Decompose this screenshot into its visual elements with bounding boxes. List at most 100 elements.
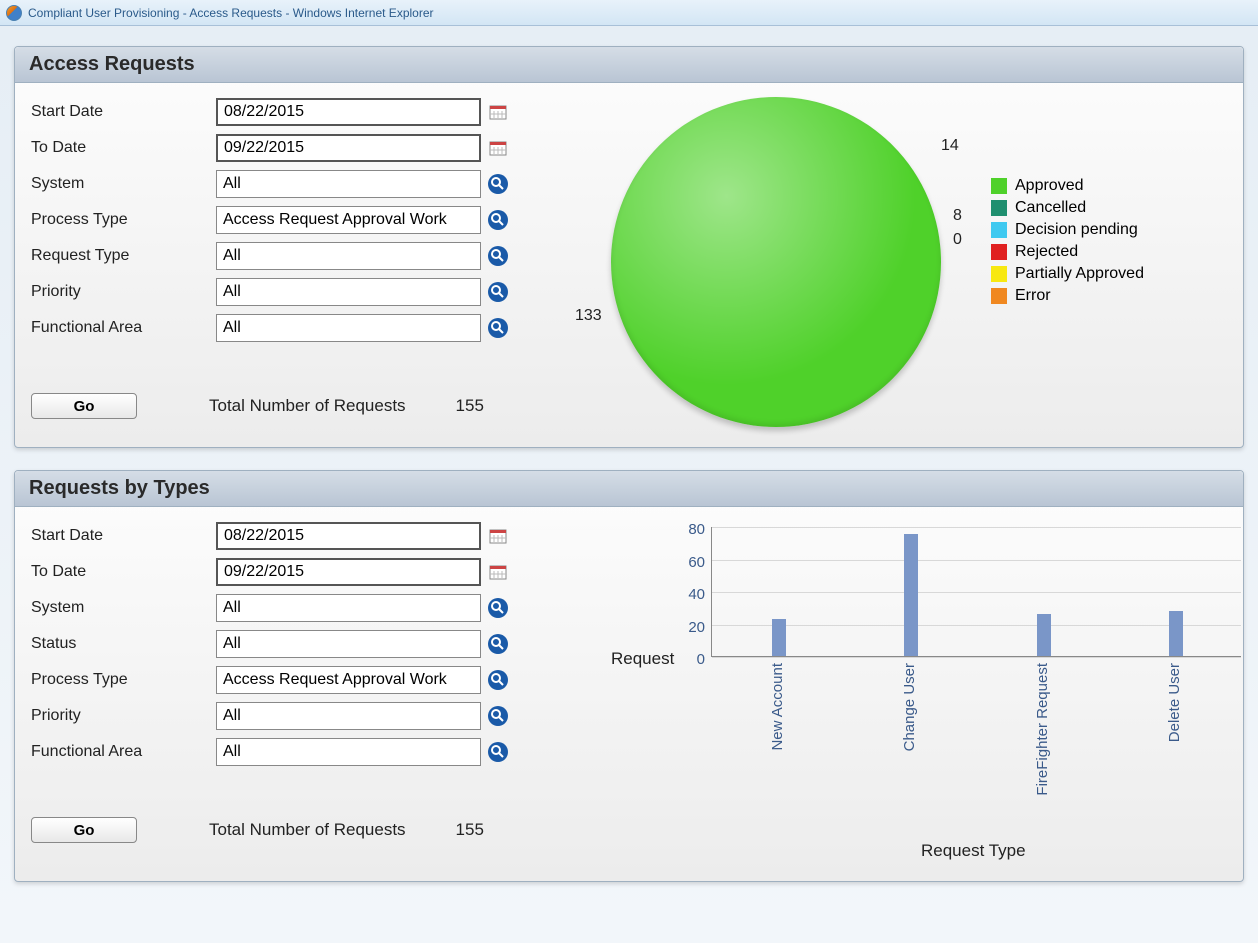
- legend-item: Cancelled: [991, 199, 1144, 217]
- x-category-label: New Account: [769, 663, 786, 751]
- calendar-icon[interactable]: [487, 137, 509, 159]
- input-process-type[interactable]: [216, 666, 481, 694]
- search-icon[interactable]: [487, 209, 509, 231]
- legend-swatch: [991, 222, 1007, 238]
- bar: [1169, 611, 1183, 657]
- bar: [772, 619, 786, 656]
- filter-form: Start Date To Date System: [31, 521, 591, 861]
- total-label: Total Number of Requests: [209, 396, 406, 416]
- input-priority[interactable]: [216, 278, 481, 306]
- label-to-date: To Date: [31, 563, 216, 581]
- input-start-date[interactable]: [216, 522, 481, 550]
- search-icon[interactable]: [487, 317, 509, 339]
- label-to-date: To Date: [31, 139, 216, 157]
- label-start-date: Start Date: [31, 527, 216, 545]
- panel-title: Requests by Types: [15, 471, 1243, 507]
- input-system[interactable]: [216, 594, 481, 622]
- label-process-type: Process Type: [31, 671, 216, 689]
- panel-title: Access Requests: [15, 47, 1243, 83]
- bar: [904, 534, 918, 656]
- input-priority[interactable]: [216, 702, 481, 730]
- input-to-date[interactable]: [216, 558, 481, 586]
- input-functional-area[interactable]: [216, 738, 481, 766]
- label-request-type: Request Type: [31, 247, 216, 265]
- legend-label: Partially Approved: [1015, 265, 1144, 283]
- input-system[interactable]: [216, 170, 481, 198]
- label-priority: Priority: [31, 707, 216, 725]
- search-icon[interactable]: [487, 633, 509, 655]
- x-category-label: Delete User: [1166, 663, 1183, 742]
- pie-chart-area: 133 14 8 0 ApprovedCancelledDecision pen…: [591, 97, 1227, 427]
- label-functional-area: Functional Area: [31, 319, 216, 337]
- go-button[interactable]: Go: [31, 817, 137, 843]
- legend-item: Decision pending: [991, 221, 1144, 239]
- label-start-date: Start Date: [31, 103, 216, 121]
- total-label: Total Number of Requests: [209, 820, 406, 840]
- legend-swatch: [991, 288, 1007, 304]
- page: Access Requests Start Date To Date: [0, 26, 1258, 943]
- legend-swatch: [991, 244, 1007, 260]
- calendar-icon[interactable]: [487, 101, 509, 123]
- y-tick: 80: [677, 521, 705, 538]
- y-tick: 0: [677, 651, 705, 668]
- panel-access-requests: Access Requests Start Date To Date: [14, 46, 1244, 448]
- label-system: System: [31, 175, 216, 193]
- window-titlebar: Compliant User Provisioning - Access Req…: [0, 0, 1258, 26]
- input-status[interactable]: [216, 630, 481, 658]
- search-icon[interactable]: [487, 245, 509, 267]
- go-button[interactable]: Go: [31, 393, 137, 419]
- legend-swatch: [991, 266, 1007, 282]
- legend-item: Error: [991, 287, 1144, 305]
- x-category-label: Change User: [901, 663, 918, 751]
- pie-chart: [611, 97, 941, 427]
- label-functional-area: Functional Area: [31, 743, 216, 761]
- search-icon[interactable]: [487, 281, 509, 303]
- input-start-date[interactable]: [216, 98, 481, 126]
- total-value: 155: [456, 820, 484, 840]
- bar-chart-area: Request Request Type 0 20 40 60 80 New Accoun…: [591, 521, 1227, 861]
- legend-item: Partially Approved: [991, 265, 1144, 283]
- bar: [1037, 614, 1051, 656]
- filter-form: Start Date To Date System: [31, 97, 591, 427]
- search-icon[interactable]: [487, 597, 509, 619]
- pie-label-14: 14: [941, 137, 959, 155]
- total-value: 155: [456, 396, 484, 416]
- panel-requests-by-types: Requests by Types Start Date To Date: [14, 470, 1244, 882]
- legend-item: Rejected: [991, 243, 1144, 261]
- y-tick: 20: [677, 619, 705, 636]
- pie-label-8: 8: [953, 207, 962, 225]
- pie-label-133: 133: [575, 307, 602, 325]
- ie-icon: [6, 5, 22, 21]
- input-to-date[interactable]: [216, 134, 481, 162]
- search-icon[interactable]: [487, 741, 509, 763]
- legend-label: Rejected: [1015, 243, 1078, 261]
- y-axis-label: Request: [611, 649, 674, 669]
- y-tick: 60: [677, 554, 705, 571]
- search-icon[interactable]: [487, 173, 509, 195]
- legend-swatch: [991, 178, 1007, 194]
- legend-label: Cancelled: [1015, 199, 1086, 217]
- x-axis-title: Request Type: [921, 841, 1026, 861]
- label-priority: Priority: [31, 283, 216, 301]
- label-system: System: [31, 599, 216, 617]
- label-process-type: Process Type: [31, 211, 216, 229]
- legend-label: Decision pending: [1015, 221, 1138, 239]
- y-tick: 40: [677, 586, 705, 603]
- legend-label: Error: [1015, 287, 1051, 305]
- input-request-type[interactable]: [216, 242, 481, 270]
- search-icon[interactable]: [487, 669, 509, 691]
- calendar-icon[interactable]: [487, 525, 509, 547]
- pie-label-0: 0: [953, 231, 962, 249]
- input-process-type[interactable]: [216, 206, 481, 234]
- x-category-label: FireFighter Request: [1034, 663, 1051, 796]
- calendar-icon[interactable]: [487, 561, 509, 583]
- label-status: Status: [31, 635, 216, 653]
- search-icon[interactable]: [487, 705, 509, 727]
- bar-chart: Request Request Type 0 20 40 60 80 New Accoun…: [611, 521, 1171, 861]
- legend-swatch: [991, 200, 1007, 216]
- bar-plot: [711, 527, 1241, 657]
- legend-item: Approved: [991, 177, 1144, 195]
- window-title: Compliant User Provisioning - Access Req…: [28, 6, 434, 20]
- pie-legend: Approved Cancelled Decision pending Rejecte…: [991, 177, 1144, 309]
- input-functional-area[interactable]: [216, 314, 481, 342]
